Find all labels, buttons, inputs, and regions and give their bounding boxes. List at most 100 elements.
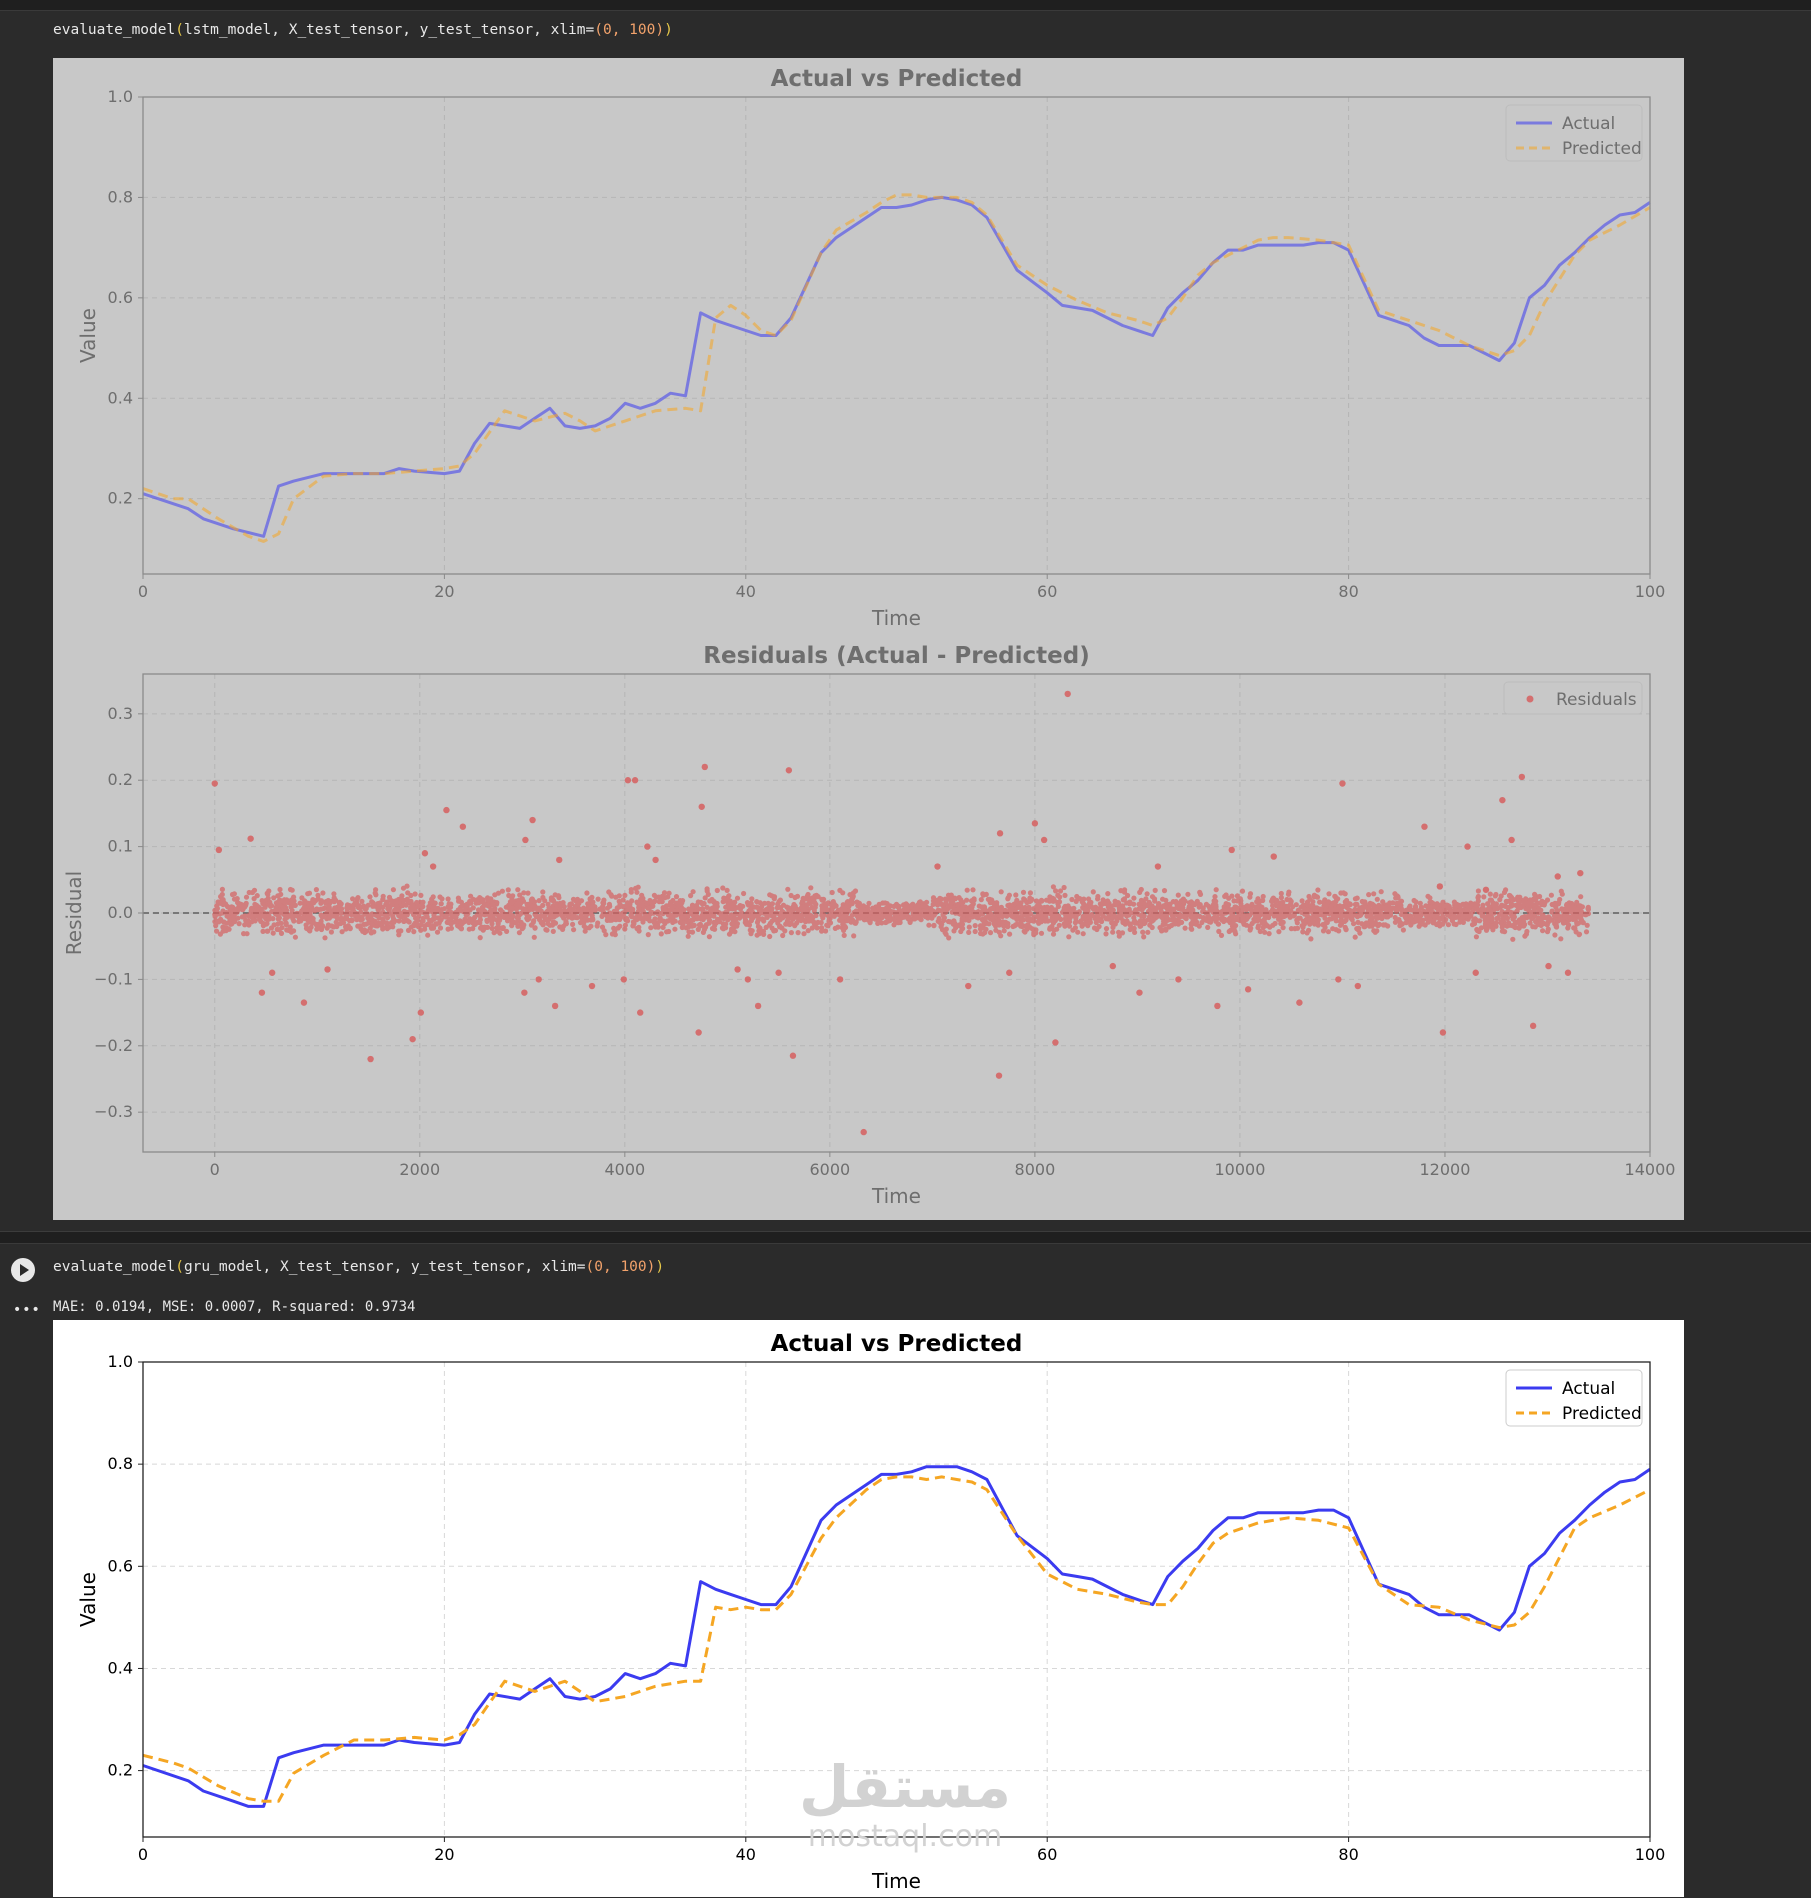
residual-point bbox=[1127, 926, 1133, 933]
residual-point bbox=[1286, 889, 1292, 895]
residual-point bbox=[1080, 914, 1086, 920]
residual-point bbox=[754, 913, 760, 919]
residual-point bbox=[1475, 888, 1481, 894]
x-tick-label: 0 bbox=[210, 1160, 220, 1179]
residual-point bbox=[681, 907, 687, 913]
residual-point bbox=[970, 887, 976, 893]
residual-point bbox=[1039, 898, 1045, 904]
residual-point bbox=[709, 896, 715, 903]
residual-point bbox=[1337, 903, 1343, 909]
residual-point bbox=[291, 928, 297, 934]
residual-point bbox=[1299, 898, 1305, 904]
play-icon[interactable] bbox=[11, 1258, 35, 1282]
residual-point bbox=[1567, 914, 1573, 920]
residual-point bbox=[1340, 890, 1347, 896]
x-tick-label: 80 bbox=[1338, 1845, 1358, 1864]
residual-point bbox=[1080, 931, 1086, 937]
residual-point bbox=[953, 925, 959, 931]
residual-point bbox=[532, 911, 538, 918]
residual-point bbox=[1299, 923, 1305, 929]
residual-point bbox=[939, 927, 946, 933]
residual-point bbox=[1473, 902, 1479, 908]
residual-point bbox=[971, 910, 977, 916]
more-horizontal-icon[interactable]: ••• bbox=[13, 1302, 41, 1318]
residual-point bbox=[318, 900, 324, 906]
residual-point bbox=[1413, 899, 1419, 905]
residual-point bbox=[445, 896, 451, 902]
residual-point bbox=[1396, 917, 1402, 923]
residual-point bbox=[1354, 926, 1360, 932]
residual-point bbox=[277, 886, 283, 893]
residual-point bbox=[809, 904, 815, 911]
residual-point bbox=[1054, 914, 1060, 921]
residual-point bbox=[607, 917, 613, 923]
residual-point bbox=[663, 903, 670, 909]
residual-point bbox=[1069, 896, 1075, 903]
residual-point bbox=[445, 926, 451, 932]
residual-point bbox=[877, 906, 883, 912]
residual-point bbox=[943, 900, 949, 906]
residual-point bbox=[1486, 922, 1492, 928]
code-tuple: (0, 100) bbox=[594, 22, 665, 38]
residual-point bbox=[379, 911, 385, 917]
residual-point bbox=[425, 907, 431, 913]
residual-point bbox=[1012, 912, 1018, 919]
residual-point bbox=[916, 915, 922, 921]
residual-outlier-point bbox=[1244, 986, 1252, 993]
residual-point bbox=[552, 892, 558, 898]
residual-point bbox=[853, 919, 859, 925]
residual-point bbox=[487, 913, 493, 919]
residual-point bbox=[1216, 928, 1222, 935]
residual-point bbox=[613, 908, 620, 914]
residual-point bbox=[1240, 906, 1246, 912]
residual-point bbox=[1007, 902, 1013, 908]
residual-point bbox=[1013, 892, 1019, 898]
residual-point bbox=[990, 917, 996, 923]
residual-point bbox=[1260, 893, 1266, 900]
residual-point bbox=[1186, 904, 1192, 910]
residual-point bbox=[455, 907, 461, 913]
residual-point bbox=[669, 913, 675, 919]
residual-point bbox=[308, 924, 314, 930]
residual-point bbox=[1395, 905, 1401, 912]
residual-outlier-point bbox=[459, 823, 467, 830]
residual-point bbox=[978, 930, 984, 937]
residual-point bbox=[1578, 894, 1584, 900]
residual-outlier-point bbox=[429, 863, 437, 870]
residual-point bbox=[762, 900, 768, 906]
residual-point bbox=[1488, 915, 1495, 921]
residual-point bbox=[437, 894, 443, 900]
residual-outlier-point bbox=[1109, 962, 1117, 970]
code-args: gru_model, X_test_tensor, y_test_tensor,… bbox=[183, 1259, 586, 1275]
residual-point bbox=[1043, 915, 1049, 921]
code-line[interactable]: evaluate_model(lstm_model, X_test_tensor… bbox=[53, 22, 673, 38]
residual-point bbox=[514, 920, 520, 926]
residual-point bbox=[1357, 930, 1363, 936]
residual-outlier-point bbox=[701, 763, 708, 771]
residual-point bbox=[1066, 923, 1073, 929]
residual-point bbox=[1136, 906, 1142, 912]
residual-point bbox=[550, 912, 556, 919]
residual-point bbox=[966, 924, 972, 930]
residual-outlier-point bbox=[1545, 962, 1552, 970]
residual-point bbox=[243, 894, 250, 900]
residual-point bbox=[884, 901, 890, 907]
series-line-predicted bbox=[142, 1475, 1651, 1803]
residual-point bbox=[272, 911, 279, 917]
residual-point bbox=[305, 891, 311, 897]
residual-point bbox=[744, 900, 751, 906]
residual-point bbox=[457, 924, 463, 930]
residual-point bbox=[966, 929, 972, 936]
residual-point bbox=[1385, 904, 1391, 910]
residual-point bbox=[1206, 903, 1212, 909]
code-line[interactable]: evaluate_model(gru_model, X_test_tensor,… bbox=[53, 1259, 664, 1275]
residual-point bbox=[370, 903, 376, 909]
residual-point bbox=[1571, 925, 1577, 931]
notebook-cell-lstm[interactable]: evaluate_model(lstm_model, X_test_tensor… bbox=[0, 0, 1811, 1232]
residual-point bbox=[795, 910, 801, 916]
residual-point bbox=[365, 902, 371, 908]
residual-point bbox=[1132, 909, 1138, 915]
residual-point bbox=[369, 917, 375, 923]
residual-point bbox=[274, 926, 280, 933]
y-tick-label: 0.3 bbox=[108, 704, 133, 723]
